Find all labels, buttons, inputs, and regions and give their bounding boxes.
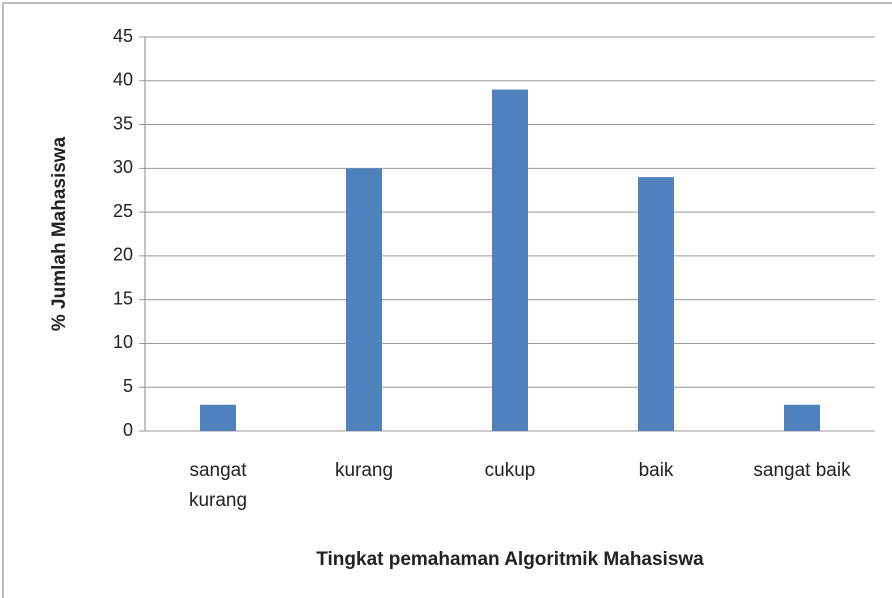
bar — [492, 89, 528, 432]
y-tick-label: 15 — [113, 288, 133, 308]
y-tick-label: 0 — [123, 420, 133, 440]
y-tick-label: 30 — [113, 157, 133, 177]
x-tick-label: baik — [638, 460, 674, 481]
x-tick-label: sangat baik — [753, 460, 851, 481]
y-tick-label: 25 — [113, 201, 133, 221]
x-tick-label: kurang — [334, 460, 394, 481]
y-tick-label: 5 — [123, 376, 133, 396]
y-tick-label: 45 — [113, 26, 133, 46]
bar — [784, 404, 820, 431]
x-axis-label: Tingkat pemahaman Algoritmik Mahasiswa — [316, 549, 704, 570]
x-tick-label: sangat kurang — [188, 460, 248, 511]
bar — [200, 404, 236, 431]
bar — [346, 168, 382, 432]
x-tick-label: cukup — [484, 460, 536, 481]
y-tick-label: 40 — [113, 70, 133, 90]
y-tick-label: 20 — [113, 245, 133, 265]
y-tick-label: 35 — [113, 113, 133, 133]
y-tick-label: 10 — [113, 332, 133, 352]
bar — [638, 177, 674, 431]
y-axis-label: % Jumlah Mahasiswa — [49, 136, 70, 331]
